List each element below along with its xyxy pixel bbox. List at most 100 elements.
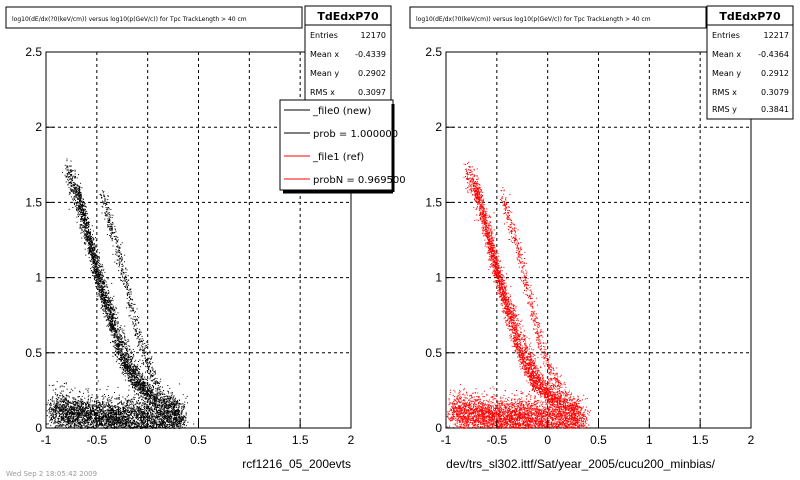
data-point xyxy=(133,396,135,398)
data-point xyxy=(112,318,114,319)
data-point xyxy=(150,363,151,365)
data-point xyxy=(67,183,69,185)
data-point xyxy=(128,377,130,379)
data-point xyxy=(116,348,117,350)
data-point xyxy=(122,361,124,363)
data-point xyxy=(109,221,110,223)
data-point xyxy=(85,238,87,240)
data-point xyxy=(166,410,168,411)
data-point xyxy=(157,416,159,418)
data-point xyxy=(139,396,141,398)
data-point xyxy=(116,321,118,323)
data-point xyxy=(111,303,113,305)
data-point xyxy=(138,317,140,319)
data-point xyxy=(98,252,100,254)
data-point xyxy=(71,423,73,425)
data-point xyxy=(110,312,112,314)
data-point xyxy=(126,361,128,363)
data-point xyxy=(83,230,84,232)
data-point xyxy=(110,229,112,231)
data-point xyxy=(151,380,153,381)
data-point xyxy=(97,271,99,273)
data-point xyxy=(76,205,78,207)
data-point xyxy=(88,223,89,225)
data-point xyxy=(81,210,83,212)
data-point xyxy=(145,371,146,373)
data-point xyxy=(79,204,81,205)
data-point xyxy=(185,424,187,426)
data-point xyxy=(104,294,106,296)
data-point xyxy=(69,173,71,175)
data-point xyxy=(107,301,109,303)
data-point xyxy=(74,196,76,198)
data-point xyxy=(70,170,72,172)
data-point xyxy=(70,184,72,186)
data-point xyxy=(93,256,95,258)
data-point xyxy=(84,219,86,221)
data-point xyxy=(101,281,103,283)
data-point xyxy=(141,423,143,425)
data-point xyxy=(100,270,102,272)
data-point xyxy=(88,243,90,244)
data-point xyxy=(116,343,118,345)
data-point xyxy=(124,286,126,287)
data-point xyxy=(115,319,117,321)
data-point xyxy=(137,345,138,347)
data-point xyxy=(80,212,82,214)
data-point xyxy=(91,250,93,252)
data-point xyxy=(111,222,113,223)
data-point xyxy=(71,189,73,190)
data-point xyxy=(74,170,76,172)
data-point xyxy=(73,198,75,200)
data-point xyxy=(77,191,78,193)
data-point xyxy=(113,327,115,329)
data-point xyxy=(104,280,106,282)
data-point xyxy=(156,414,158,416)
data-point xyxy=(98,272,100,274)
data-point xyxy=(112,328,114,330)
data-point xyxy=(125,368,127,370)
data-point xyxy=(75,189,77,191)
data-point xyxy=(107,315,109,317)
data-point xyxy=(75,205,77,207)
data-point xyxy=(120,337,122,339)
data-point xyxy=(113,337,115,339)
data-point xyxy=(68,173,70,175)
data-point xyxy=(84,237,86,239)
data-point xyxy=(123,332,124,334)
data-point xyxy=(79,207,80,209)
data-point xyxy=(153,371,155,373)
data-point xyxy=(139,359,141,361)
data-point xyxy=(141,392,143,394)
data-point xyxy=(121,268,123,270)
data-point xyxy=(102,395,104,397)
data-point xyxy=(106,215,108,217)
data-point xyxy=(66,160,68,162)
data-point xyxy=(100,279,102,280)
data-point xyxy=(90,250,92,252)
data-point xyxy=(123,356,125,358)
data-point xyxy=(142,374,144,376)
data-point xyxy=(97,268,99,270)
data-point xyxy=(106,306,108,308)
data-point xyxy=(120,425,121,427)
data-point xyxy=(124,359,126,361)
data-point xyxy=(74,407,76,409)
data-point xyxy=(72,183,74,185)
data-point xyxy=(122,275,123,277)
data-point xyxy=(120,272,122,274)
data-point xyxy=(106,303,108,305)
data-point xyxy=(80,232,82,234)
data-point xyxy=(125,399,127,401)
data-point xyxy=(86,240,88,242)
data-point xyxy=(120,417,122,419)
data-point xyxy=(76,201,78,203)
data-point xyxy=(83,243,85,245)
data-point xyxy=(172,392,173,394)
data-point xyxy=(111,282,113,284)
data-point xyxy=(126,406,128,408)
data-point xyxy=(90,418,92,420)
data-point xyxy=(104,303,106,305)
data-point xyxy=(124,373,126,374)
data-point xyxy=(55,403,57,405)
